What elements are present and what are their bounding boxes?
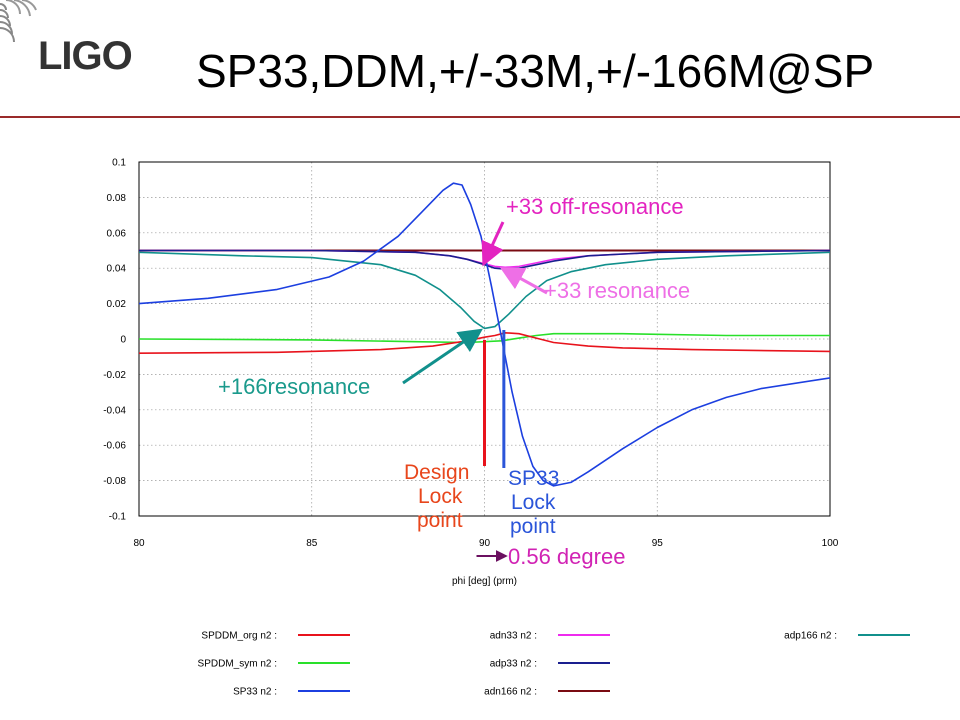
legend-label: adp33 n2 :	[490, 659, 537, 670]
x-tick-label: 100	[822, 538, 839, 549]
x-tick-label: 95	[652, 538, 664, 549]
y-tick-label: 0.02	[107, 299, 127, 310]
legend-label: adp166 n2 :	[784, 631, 837, 642]
title-divider	[0, 116, 960, 118]
y-tick-label: -0.06	[103, 441, 126, 452]
x-tick-label: 85	[306, 538, 318, 549]
annotation-design-lock-1: Design	[404, 461, 470, 484]
legend-label: SP33 n2 :	[233, 687, 277, 698]
x-tick-label: 80	[133, 538, 145, 549]
series-line-SPDDM_sym	[138, 332, 830, 344]
x-axis-label: phi [deg] (prm)	[452, 576, 517, 587]
annotation-sp33-lock-3: point	[510, 515, 556, 538]
y-tick-label: 0.06	[107, 228, 127, 239]
annotation-sp33-lock-1: SP33	[508, 467, 560, 490]
y-tick-label: 0.08	[107, 193, 127, 204]
series-line-adp166	[138, 251, 831, 330]
legend-label: adn166 n2 :	[484, 687, 537, 698]
y-tick-label: -0.08	[103, 476, 126, 487]
y-tick-label: 0	[120, 335, 126, 346]
legend-label: SPDDM_sym n2 :	[198, 659, 277, 670]
y-tick-label: -0.1	[109, 512, 127, 523]
slide-title: SP33,DDM,+/-33M,+/-166M@SP	[196, 45, 875, 97]
legend-label: SPDDM_org n2 :	[201, 631, 277, 642]
legend-label: adn33 n2 :	[490, 631, 537, 642]
y-tick-label: 0.1	[112, 158, 126, 169]
y-tick-label: -0.02	[103, 370, 126, 381]
y-tick-label: -0.04	[103, 405, 126, 416]
annotation-33-resonance: +33 resonance	[544, 278, 691, 303]
logo-arcs-icon	[0, 0, 37, 43]
annotation-design-lock-3: point	[417, 509, 463, 532]
series-line-SP33	[138, 182, 831, 487]
resonance166-arrow	[402, 328, 483, 385]
annotation-delta-degree: 0.56 degree	[508, 544, 626, 569]
annotation-sp33-lock-2: Lock	[511, 491, 556, 514]
annotation-design-lock-2: Lock	[418, 485, 463, 508]
resonance33-arrow	[499, 267, 548, 295]
logo-text: LIGO	[38, 34, 133, 78]
annotation-off-resonance: +33 off-resonance	[506, 194, 684, 219]
y-tick-label: 0.04	[107, 264, 127, 275]
off-resonance-arrow	[481, 221, 505, 267]
annotation-166-resonance: +166resonance	[218, 374, 371, 399]
x-tick-label: 90	[479, 538, 491, 549]
